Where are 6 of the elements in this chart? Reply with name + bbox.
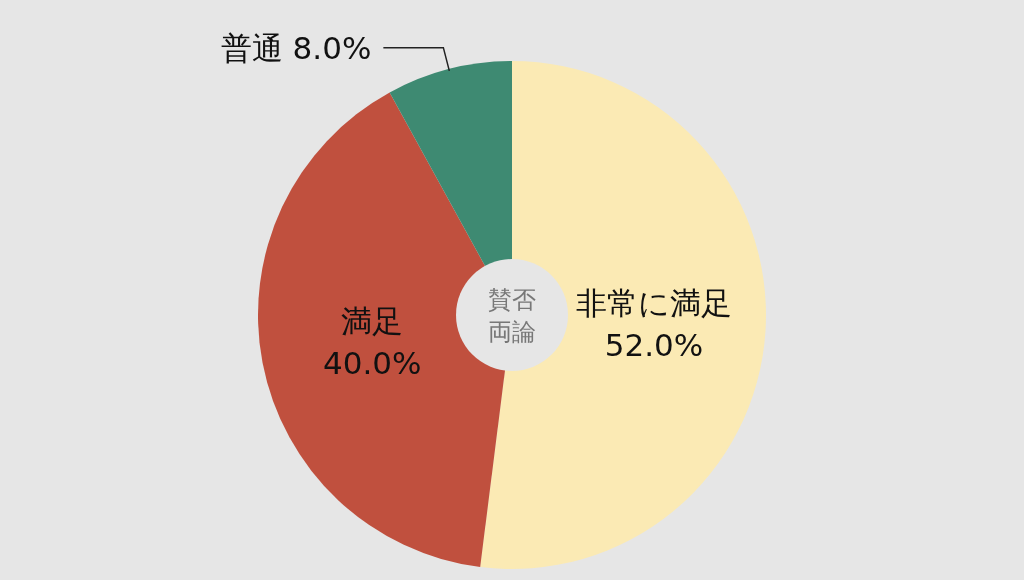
- slice-label: 非常に満足: [575, 284, 732, 321]
- slice-label: 満足: [341, 302, 404, 339]
- text: 賛否両論: [488, 286, 536, 346]
- data-label: 52.0%: [604, 326, 704, 363]
- slice-label: 普通 8.0%: [220, 29, 372, 66]
- data-label: 40.0%: [323, 344, 422, 381]
